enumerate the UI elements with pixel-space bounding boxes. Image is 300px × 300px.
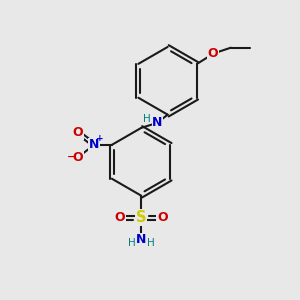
Text: O: O [157, 211, 168, 224]
Text: O: O [73, 126, 83, 139]
Text: N: N [89, 138, 99, 151]
Text: O: O [73, 151, 83, 164]
Text: N: N [136, 233, 146, 246]
Text: O: O [208, 47, 218, 60]
Text: H: H [147, 238, 154, 248]
Text: −: − [67, 152, 76, 162]
Text: H: H [128, 238, 136, 248]
Text: S: S [136, 210, 146, 225]
Text: +: + [96, 134, 104, 143]
Text: N: N [152, 116, 163, 129]
Text: H: H [143, 114, 151, 124]
Text: O: O [115, 211, 125, 224]
